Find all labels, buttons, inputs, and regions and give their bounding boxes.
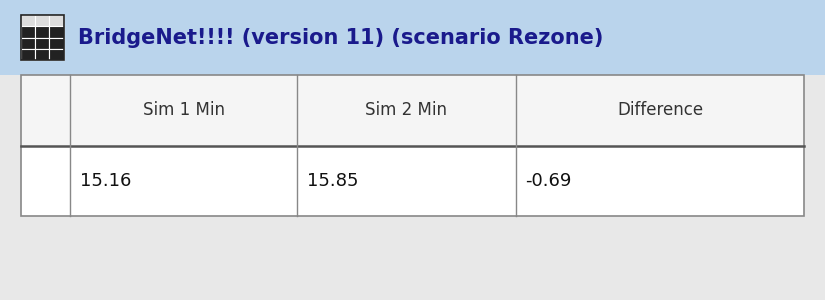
- Bar: [21, 75, 804, 216]
- Bar: [21, 146, 804, 216]
- Text: 15.85: 15.85: [307, 172, 358, 190]
- Bar: [50, 38, 64, 49]
- Text: Sim 2 Min: Sim 2 Min: [365, 101, 447, 119]
- Text: Sim 1 Min: Sim 1 Min: [143, 101, 224, 119]
- Bar: [35, 15, 50, 26]
- Text: BridgeNet!!!! (version 11) (scenario Rezone): BridgeNet!!!! (version 11) (scenario Rez…: [78, 28, 604, 47]
- Bar: [21, 38, 35, 49]
- Bar: [21, 15, 35, 26]
- Bar: [21, 75, 804, 146]
- Bar: [35, 38, 50, 49]
- Text: -0.69: -0.69: [526, 172, 572, 190]
- Bar: [35, 26, 50, 38]
- Bar: [50, 49, 64, 60]
- Bar: [0, 75, 825, 300]
- Bar: [50, 15, 64, 26]
- Text: 15.16: 15.16: [80, 172, 131, 190]
- Bar: [21, 49, 35, 60]
- Bar: [50, 26, 64, 38]
- Text: Difference: Difference: [617, 101, 703, 119]
- Bar: [35, 49, 50, 60]
- Bar: [21, 26, 35, 38]
- Bar: [21, 15, 64, 60]
- Bar: [0, 0, 825, 75]
